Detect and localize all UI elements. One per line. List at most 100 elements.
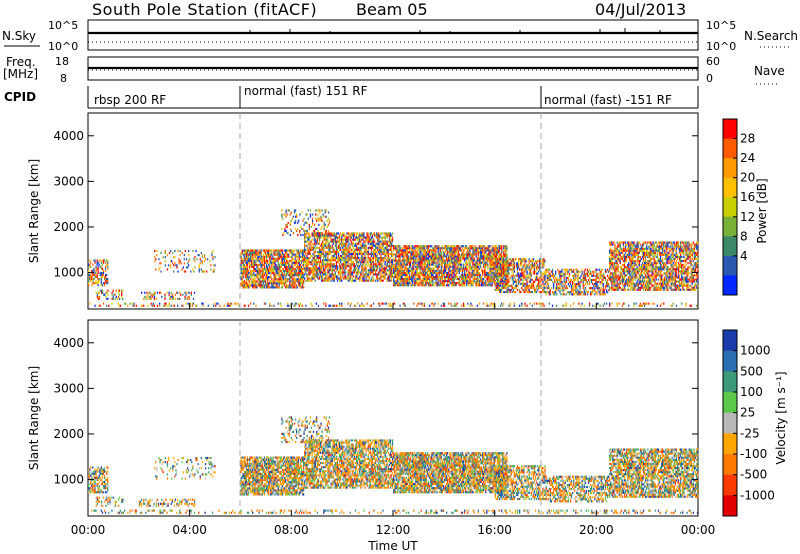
scatter-cell	[348, 248, 350, 251]
scatter-cell	[296, 249, 298, 252]
scatter-cell	[440, 257, 442, 260]
scatter-cell	[336, 265, 339, 268]
scatter-cell	[366, 279, 368, 282]
scatter-cell	[414, 247, 416, 250]
scatter-cell	[304, 242, 306, 245]
scatter-cell	[88, 280, 90, 283]
scatter-cell	[333, 277, 335, 280]
scatter-cell	[495, 245, 497, 248]
scatter-cell	[289, 227, 291, 230]
scatter-cell	[512, 262, 514, 265]
scatter-cell	[484, 284, 486, 287]
scatter-cell	[524, 276, 526, 279]
scatter-cell	[308, 273, 310, 276]
scatter-cell	[485, 276, 487, 279]
scatter-cell	[404, 280, 406, 283]
scatter-cell	[384, 252, 386, 255]
scatter-cell	[370, 263, 373, 266]
scatter-cell	[448, 263, 450, 266]
scatter-cell	[253, 284, 255, 287]
scatter-cell	[421, 280, 423, 283]
scatter-cell	[268, 255, 270, 258]
scatter-cell	[326, 252, 328, 255]
scatter-cell	[379, 248, 381, 251]
scatter-cell	[389, 273, 392, 276]
scatter-cell	[382, 275, 384, 278]
scatter-cell	[369, 240, 371, 243]
scatter-cell	[316, 219, 318, 222]
scatter-cell	[351, 252, 353, 255]
scatter-cell	[350, 242, 352, 245]
scatter-cell	[442, 261, 445, 264]
scatter-cell	[490, 267, 492, 270]
scatter-cell	[311, 277, 313, 280]
scatter-cell	[370, 269, 373, 272]
scatter-cell	[254, 253, 256, 256]
scatter-cell	[155, 268, 157, 271]
scatter-cell	[413, 276, 415, 279]
scatter-cell	[297, 249, 299, 252]
scatter-cell	[415, 261, 417, 264]
scatter-cell	[281, 215, 283, 218]
scatter-cell	[468, 282, 470, 285]
scatter-cell	[104, 282, 107, 285]
scatter-cell	[273, 259, 275, 262]
scatter-cell	[297, 284, 299, 287]
scatter-cell	[100, 267, 102, 270]
scatter-cell	[400, 269, 402, 272]
scatter-cell	[485, 265, 487, 268]
scatter-cell	[102, 269, 105, 272]
scatter-cell	[303, 280, 305, 283]
scatter-cell	[420, 284, 422, 287]
scatter-cell	[479, 263, 482, 266]
scatter-cell	[399, 263, 401, 266]
scatter-cell	[170, 250, 172, 253]
scatter-cell	[417, 249, 419, 252]
scatter-cell	[333, 263, 335, 266]
scatter-cell	[408, 271, 411, 274]
scatter-cell	[304, 267, 306, 270]
scatter-cell	[391, 236, 394, 239]
scatter-cell	[505, 269, 507, 272]
scatter-cell	[397, 265, 399, 268]
scatter-cell	[491, 257, 493, 260]
scatter-cell	[333, 265, 335, 268]
scatter-cell	[438, 261, 440, 264]
scatter-cell	[100, 289, 103, 292]
scatter-cell	[393, 267, 395, 270]
scatter-cell	[252, 251, 254, 254]
scatter-cell	[281, 268, 284, 271]
scatter-cell	[253, 265, 255, 268]
scatter-cell	[490, 273, 492, 276]
scatter-cell	[368, 240, 370, 243]
scatter-cell	[483, 271, 485, 274]
scatter-cell	[422, 284, 424, 287]
nsky-spikes	[249, 28, 661, 33]
scatter-cell	[510, 284, 512, 287]
scatter-cell	[291, 284, 293, 287]
scatter-cell	[257, 270, 259, 273]
scatter-cell	[496, 272, 499, 275]
scatter-cell	[198, 270, 200, 273]
scatter-cell	[319, 211, 321, 214]
scatter-cell	[488, 245, 490, 248]
scatter-cell	[519, 276, 521, 279]
scatter-cell	[493, 278, 495, 281]
scatter-cell	[121, 289, 123, 292]
scatter-cell	[343, 261, 345, 264]
scatter-cell	[201, 260, 203, 263]
scatter-cell	[397, 276, 399, 279]
scatter-cell	[359, 279, 361, 282]
scatter-cell	[529, 280, 531, 283]
scatter-cell	[97, 267, 99, 270]
scatter-cell	[490, 265, 492, 268]
scatter-cell	[336, 257, 339, 260]
scatter-cell	[270, 249, 272, 252]
scatter-cell	[336, 275, 339, 278]
scatter-cell	[366, 250, 368, 253]
scatter-cell	[264, 276, 267, 279]
scatter-cell	[443, 263, 446, 266]
scatter-cell	[395, 273, 397, 276]
scatter-cell	[376, 234, 378, 237]
scatter-cell	[200, 252, 202, 255]
